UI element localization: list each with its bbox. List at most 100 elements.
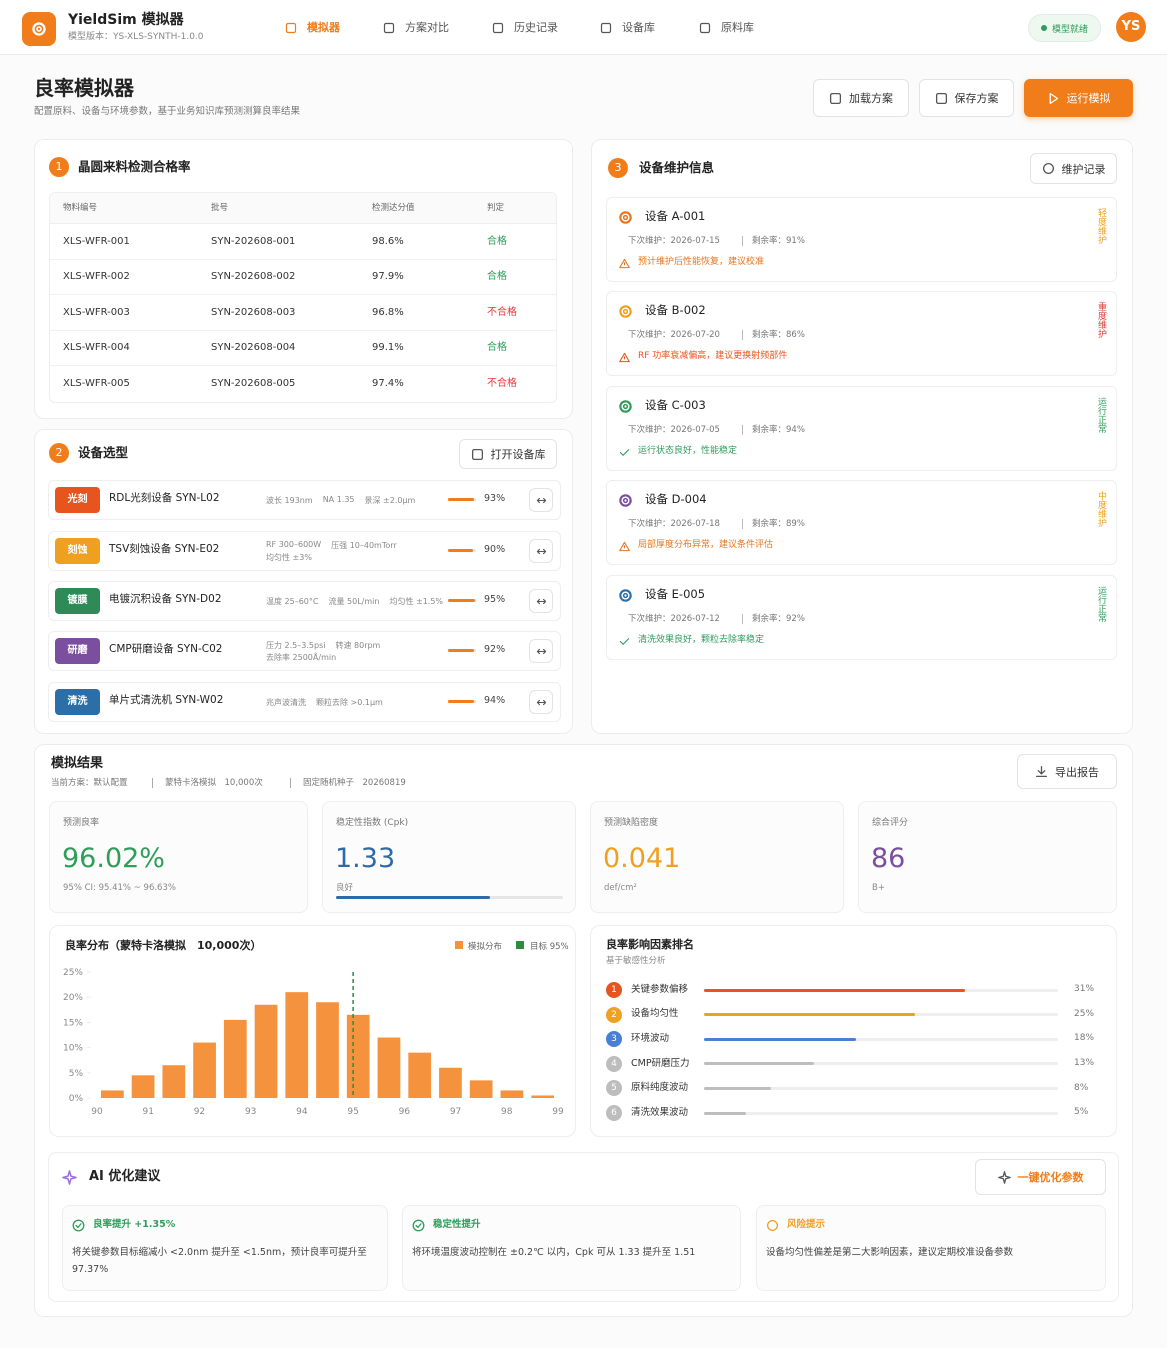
score-track	[448, 599, 476, 602]
x-tick-label: 95	[347, 1107, 358, 1117]
icon-shape	[32, 22, 46, 36]
icon-shape	[622, 214, 629, 221]
metric-card	[322, 801, 576, 913]
button-label: 一键优化参数	[1017, 1171, 1084, 1184]
icon	[829, 92, 842, 104]
button[interactable]: 保存方案	[919, 79, 1014, 117]
swap-button[interactable]	[529, 589, 553, 613]
section-title: AI 优化建议	[89, 1169, 161, 1185]
histogram-bar	[316, 1002, 339, 1098]
nav-item[interactable]: 历史记录	[514, 20, 558, 34]
device-remain: 剩余率：89%	[752, 518, 805, 529]
row-divider	[50, 329, 556, 331]
histogram-bar	[531, 1095, 554, 1098]
icon-shape	[415, 1223, 422, 1229]
swap-button[interactable]	[529, 690, 553, 714]
button[interactable]: 导出报告	[1017, 754, 1117, 789]
histogram-bar	[439, 1067, 462, 1098]
equipment-name: TSV刻蚀设备 SYN-E02	[109, 543, 220, 556]
table-cell: 合格	[487, 342, 507, 353]
x-tick-label: 91	[142, 1107, 153, 1117]
icon-shape	[285, 22, 297, 34]
x-tick-label: 93	[245, 1107, 256, 1117]
swap-button[interactable]	[529, 539, 553, 563]
avatar[interactable]: YS	[1116, 12, 1146, 42]
x-tick-label: 90	[91, 1107, 103, 1117]
param: 颗粒去除 >0.1μm	[316, 697, 383, 707]
separator	[742, 236, 743, 246]
swap-button[interactable]	[529, 488, 553, 512]
param: 流量 50L/min	[328, 596, 380, 606]
histogram-bar	[193, 1042, 216, 1098]
metric-label: 稳定性指数 (Cpk)	[336, 818, 409, 829]
separator	[742, 330, 743, 340]
metric-label: 预测缺陷密度	[604, 818, 659, 829]
panel	[49, 925, 576, 1137]
device-next: 下次维护：2026-07-12	[628, 613, 720, 624]
icon-shape	[699, 22, 711, 34]
button[interactable]: 打开设备库	[459, 439, 557, 469]
rank-badge: 5	[606, 1080, 622, 1097]
button[interactable]: 维护记录	[1030, 153, 1117, 184]
icon-shape	[1035, 765, 1048, 778]
icon-shape	[62, 1170, 77, 1185]
section-title: 设备选型	[78, 444, 129, 460]
icon	[1042, 162, 1054, 175]
icon	[536, 699, 547, 706]
legend-swatch	[516, 941, 524, 949]
text: YieldSim 模拟器	[68, 11, 184, 28]
x-tick-label: 97	[450, 1107, 461, 1117]
status-text: 模型就绪	[1051, 24, 1088, 35]
rank-badge: 4	[606, 1055, 622, 1072]
table-cell: 99.1%	[372, 342, 404, 353]
separator	[742, 614, 743, 624]
param: RF 300–600W	[266, 539, 322, 549]
device-card	[606, 291, 1117, 376]
factor-name: 环境波动	[631, 1033, 670, 1045]
y-tick-label: 0%	[69, 1094, 84, 1104]
nav-item[interactable]: 原料库	[721, 20, 754, 34]
status-dot	[1040, 25, 1047, 31]
icon-shape	[536, 548, 547, 555]
ai-card-title: 风险提示	[787, 1218, 826, 1230]
score-label: 93%	[484, 492, 506, 504]
section-number: 1	[49, 157, 69, 177]
icon-shape	[619, 305, 632, 318]
button[interactable]: 运行模拟	[1024, 79, 1133, 117]
equipment-params: 波长 193nm NA 1.35 景深 ±2.0μm	[266, 480, 446, 520]
param: NA 1.35	[322, 494, 355, 504]
device-status: 运行正常	[1096, 397, 1106, 433]
icon-shape	[619, 589, 632, 602]
icon	[383, 22, 395, 34]
icon-shape	[619, 449, 630, 456]
nav-item[interactable]: 方案对比	[405, 20, 449, 34]
device-note: RF 功率衰减偏高，建议更换射频部件	[638, 351, 788, 362]
button[interactable]: 加载方案	[813, 79, 909, 117]
nav-item[interactable]: 设备库	[622, 20, 655, 34]
icon	[1049, 92, 1058, 104]
device-next: 下次维护：2026-07-15	[628, 235, 720, 246]
text: 模型版本：YS-XLS-SYNTH-1.0.0	[68, 32, 204, 43]
device-next: 下次维护：2026-07-20	[628, 329, 720, 340]
y-tick-label: 25%	[63, 968, 83, 978]
metric-card	[49, 801, 308, 913]
icon-shape	[412, 1219, 425, 1232]
swap-button[interactable]	[529, 639, 553, 663]
button[interactable]: 一键优化参数	[975, 1159, 1106, 1195]
table-cell: 97.4%	[372, 377, 404, 389]
nav-item[interactable]: 模拟器	[307, 20, 340, 34]
icon	[619, 400, 632, 413]
table-header	[50, 193, 556, 224]
section-number: 2	[49, 443, 69, 463]
score-label: 92%	[484, 643, 506, 655]
device-remain: 剩余率：94%	[752, 424, 805, 435]
row-divider	[50, 365, 556, 366]
icon-shape	[75, 1223, 82, 1229]
icon-shape	[997, 1170, 1011, 1184]
meta: 蒙特卡洛模拟 10,000次	[165, 777, 263, 788]
icon-shape	[36, 26, 42, 32]
icon	[699, 22, 711, 34]
icon	[536, 648, 547, 655]
icon-shape	[619, 638, 630, 645]
